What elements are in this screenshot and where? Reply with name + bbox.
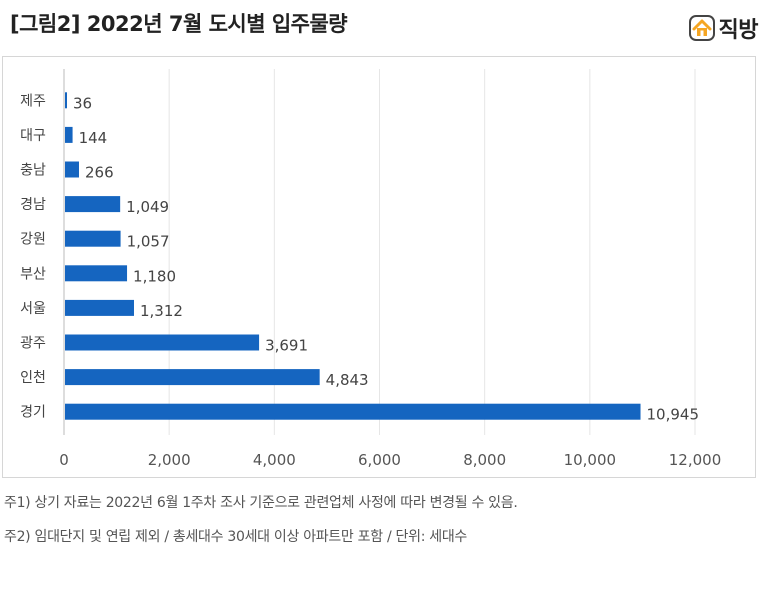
category-label: 경남 <box>20 197 46 213</box>
category-label: 강원 <box>20 232 46 248</box>
x-tick-label: 4,000 <box>253 451 296 469</box>
category-label: 대구 <box>20 128 46 144</box>
value-label: 1,312 <box>140 302 183 320</box>
bar-chart: 0 2,000 4,000 6,000 8,000 10,000 12,000 제주 36 대구 1… <box>20 69 722 469</box>
x-tick-label: 10,000 <box>564 451 617 469</box>
bar <box>65 265 128 282</box>
footnote-2: 주2) 임대단지 및 연립 제외 / 총세대수 30세대 이상 아파트만 포함 … <box>4 529 468 545</box>
house-logo-icon <box>688 15 715 41</box>
category-label: 경기 <box>20 405 46 421</box>
x-tick-label: 12,000 <box>669 451 722 469</box>
bar <box>65 92 67 109</box>
category-label: 충남 <box>20 163 46 179</box>
bar <box>65 196 121 213</box>
chart-title: [그림2] 2022년 7월 도시별 입주물량 <box>10 12 348 36</box>
footnote-1: 주1) 상기 자료는 2022년 6월 1주차 조사 기준으로 관련업체 사정에… <box>4 495 518 511</box>
category-label: 제주 <box>20 93 46 109</box>
category-label: 부산 <box>20 266 46 282</box>
x-tick-label: 6,000 <box>358 451 401 469</box>
value-label: 1,057 <box>127 233 170 251</box>
chart-frame: 0 2,000 4,000 6,000 8,000 10,000 12,000 제주 36 대구 1… <box>2 56 756 478</box>
category-label: 서울 <box>20 301 46 317</box>
x-tick-label: 2,000 <box>148 451 191 469</box>
category-label: 인천 <box>20 370 46 386</box>
value-label: 10,945 <box>647 406 700 424</box>
value-label: 144 <box>79 129 108 147</box>
brand-name: 직방 <box>718 18 759 43</box>
value-label: 3,691 <box>265 337 308 355</box>
bar <box>65 126 73 143</box>
brand-logo: 직방 <box>688 12 759 44</box>
value-label: 266 <box>85 164 114 182</box>
bar <box>65 230 121 247</box>
value-label: 4,843 <box>326 371 369 389</box>
bar <box>65 299 134 316</box>
x-tick-label: 8,000 <box>463 451 506 469</box>
value-label: 1,180 <box>133 267 176 285</box>
bar <box>65 369 320 386</box>
value-label: 1,049 <box>126 198 169 216</box>
bar <box>65 334 260 351</box>
x-tick-label: 0 <box>59 451 69 469</box>
bar <box>65 161 79 178</box>
bar <box>65 403 641 420</box>
value-label: 36 <box>73 94 92 112</box>
category-label: 광주 <box>20 336 46 352</box>
